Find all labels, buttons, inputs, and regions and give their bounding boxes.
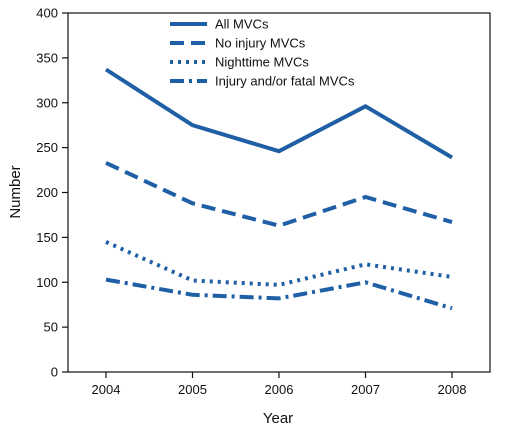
x-tick-label: 2008 — [438, 382, 467, 397]
y-tick-label: 350 — [36, 50, 58, 65]
legend-label-3: Nighttime MVCs — [215, 55, 309, 70]
y-tick-label: 50 — [44, 320, 58, 335]
y-tick-label: 200 — [36, 185, 58, 200]
x-tick-label: 2007 — [351, 382, 380, 397]
series-line-1 — [104, 67, 454, 160]
y-tick-label: 300 — [36, 95, 58, 110]
legend: All MVCs No injury MVCs Nighttime MVCs Inju… — [170, 17, 355, 89]
legend-label-4: Injury and/or fatal MVCs — [215, 74, 355, 89]
x-axis-title: Year — [263, 410, 293, 427]
legend-label-2: No injury MVCs — [215, 36, 306, 51]
x-tick-label: 2004 — [92, 382, 121, 397]
y-tick-label: 0 — [51, 365, 58, 380]
series-layer — [104, 67, 454, 311]
legend-label-1: All MVCs — [215, 17, 269, 32]
x-axis: 2004 2005 2006 2007 2008 — [92, 372, 467, 397]
y-tick-label: 100 — [36, 275, 58, 290]
y-axis-title: Number — [7, 165, 24, 218]
series-line-3 — [105, 240, 453, 287]
x-tick-label: 2005 — [178, 382, 207, 397]
x-tick-label: 2006 — [265, 382, 294, 397]
series-line-4 — [105, 277, 453, 311]
y-tick-label: 250 — [36, 140, 58, 155]
y-axis: 0 50 100 150 200 250 300 350 400 — [36, 6, 68, 380]
y-tick-label: 150 — [36, 230, 58, 245]
y-tick-label: 400 — [36, 6, 58, 21]
series-line-2 — [105, 161, 453, 228]
